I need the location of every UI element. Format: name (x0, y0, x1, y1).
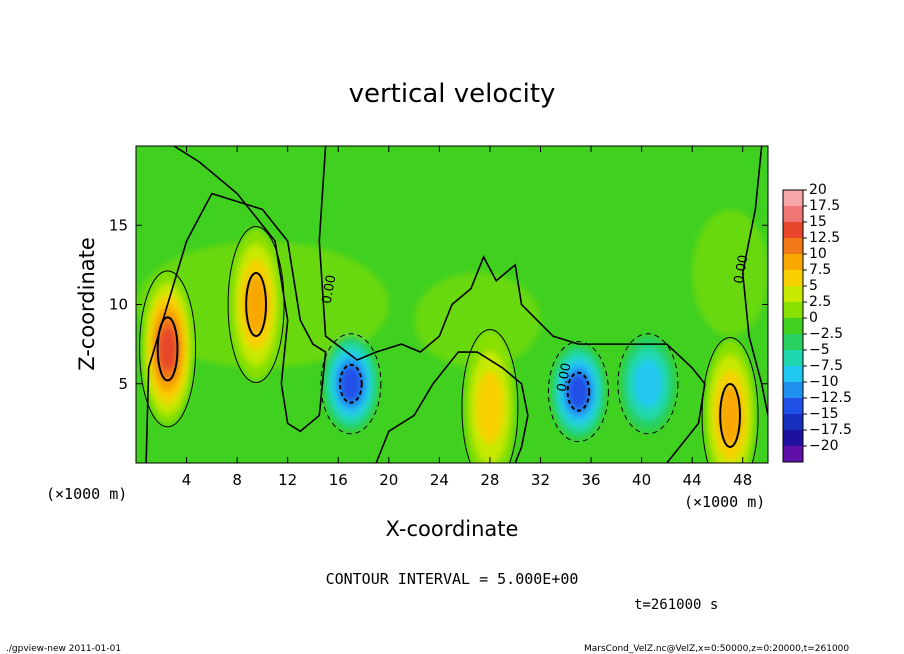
contour-lines (139, 146, 768, 463)
x-unit-right: (×1000 m) (684, 493, 765, 511)
x-tick-label: 44 (683, 471, 702, 489)
contour-interval: CONTOUR INTERVAL = 5.000E+00 (326, 570, 579, 588)
zero-contour (741, 146, 768, 416)
contour-label: 0.00 (732, 254, 752, 285)
colorbar-label: −20 (809, 438, 839, 454)
shading-level (567, 374, 589, 410)
contour-label: 0.00 (555, 362, 575, 393)
colorbar-swatch (783, 270, 803, 287)
contour-label-group: 0.00 0.00 0.00 (320, 254, 752, 393)
colorbar-swatch (783, 414, 803, 431)
y-tick-label: 15 (109, 216, 128, 234)
colorbar-swatch (783, 382, 803, 399)
colorbar-swatch (783, 318, 803, 335)
x-tick-label: 20 (379, 471, 398, 489)
colorbar-swatch (783, 302, 803, 319)
y-tick-label: 5 (118, 375, 128, 393)
colorbar-swatch (783, 446, 803, 463)
colorbar-label: 15 (809, 214, 827, 230)
plot-area (136, 146, 768, 463)
shading-band (692, 209, 768, 337)
y-axis-ticks: 5 10 15 (109, 216, 768, 393)
colorbar: 2017.51512.5107.552.50−2.5−5−7.5−10−12.5… (782, 182, 852, 463)
colorbar-label: −12.5 (809, 390, 852, 406)
contour-label: 0.00 (320, 274, 340, 305)
colorbar-label: 12.5 (809, 230, 840, 246)
colorbar-label: 17.5 (809, 198, 840, 214)
contour-outer (617, 333, 679, 435)
x-tick-label: 48 (733, 471, 752, 489)
shading-level (476, 371, 504, 444)
chart-title: vertical velocity (349, 79, 556, 109)
shading-level (633, 359, 663, 408)
colorbar-swatch (783, 222, 803, 239)
footer-left: ./gpview-new 2011-01-01 (6, 644, 121, 654)
contour-outer (139, 270, 197, 428)
x-tick-label: 36 (581, 471, 600, 489)
contour-inner (719, 382, 741, 448)
colorbar-label: 7.5 (809, 262, 831, 278)
x-tick-label: 8 (232, 471, 242, 489)
x-tick-label: 28 (480, 471, 499, 489)
colorbar-swatch (783, 238, 803, 255)
colorbar-label: −17.5 (809, 422, 852, 438)
x-axis-ticks: 4 8 12 16 20 24 28 32 36 40 44 48 (182, 146, 752, 489)
colorbar-swatch (783, 398, 803, 415)
colorbar-label: 2.5 (809, 294, 831, 310)
contour-inner (566, 371, 591, 412)
footer-right: MarsCond_VelZ.nc@VelZ,x=0:50000,z=0:2000… (584, 644, 849, 654)
colorbar-swatch (783, 350, 803, 367)
contour-outer (227, 226, 285, 383)
x-tick-label: 32 (531, 471, 550, 489)
x-tick-label: 4 (182, 471, 192, 489)
contour-inner (156, 316, 179, 382)
zero-contour (375, 351, 529, 463)
contour-inner (245, 272, 267, 337)
colorbar-swatch (783, 334, 803, 351)
shading-band (414, 272, 541, 368)
shading-level (158, 326, 177, 372)
contour-outer (547, 341, 609, 443)
colorbar-frame (782, 189, 804, 463)
colorbar-label: −5 (809, 342, 830, 358)
x-tick-label: 16 (329, 471, 348, 489)
colorbar-label: 5 (809, 278, 818, 294)
colorbar-label: −15 (809, 406, 839, 422)
shading-level (340, 366, 362, 402)
colorbar-label: −10 (809, 374, 839, 390)
colorbar-swatch (783, 254, 803, 271)
shading-level (244, 275, 268, 334)
zero-contour (318, 146, 706, 463)
contour-outer (320, 333, 382, 435)
colorbar-label: 0 (809, 310, 818, 326)
colorbar-label: −2.5 (809, 326, 843, 342)
y-axis-label: Z-coordinate (75, 237, 99, 371)
x-axis-label: X-coordinate (386, 517, 519, 541)
colorbar-swatch (783, 430, 803, 447)
colorbar-swatch (783, 206, 803, 223)
contour-inner (339, 363, 363, 404)
x-tick-label: 24 (430, 471, 449, 489)
colorbar-swatch (783, 190, 803, 207)
x-unit-left: (×1000 m) (46, 485, 127, 503)
time-label: t=261000 s (634, 597, 718, 613)
x-tick-label: 40 (632, 471, 651, 489)
colorbar-swatch (783, 286, 803, 303)
x-tick-label: 12 (278, 471, 297, 489)
colorbar-swatch (783, 366, 803, 383)
colorbar-label: 20 (809, 182, 827, 198)
contour-outer (461, 329, 519, 463)
shading-level (718, 386, 742, 445)
colorbar-label: −7.5 (809, 358, 843, 374)
colorbar-label: 10 (809, 246, 827, 262)
y-tick-label: 10 (109, 296, 128, 314)
zero-contour (145, 146, 327, 463)
contour-outer (701, 336, 759, 463)
